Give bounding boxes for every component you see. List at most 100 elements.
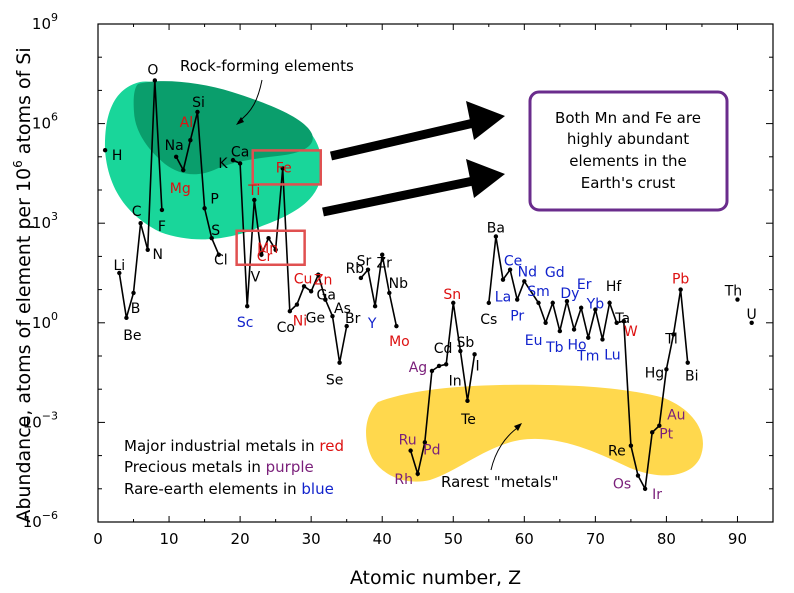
element-label-ta: Ta xyxy=(614,311,630,327)
data-point xyxy=(536,300,541,306)
element-label-zn: Zn xyxy=(314,272,332,288)
data-point xyxy=(316,272,321,277)
data-point xyxy=(607,300,612,306)
data-point xyxy=(337,360,342,365)
element-label-ni: Ni xyxy=(293,314,307,330)
element-label-ca: Ca xyxy=(231,144,249,160)
data-point xyxy=(173,154,179,159)
legend-precious-word: purple xyxy=(266,458,314,476)
data-point xyxy=(266,235,271,241)
element-label-ga: Ga xyxy=(317,288,336,304)
element-label-ru: Ru xyxy=(399,433,417,449)
element-label-tl: Tl xyxy=(664,331,677,347)
data-point xyxy=(443,362,449,367)
x-tick-label: 80 xyxy=(657,530,676,548)
element-label-au: Au xyxy=(667,408,685,424)
data-point xyxy=(323,297,328,302)
data-point xyxy=(543,320,548,325)
data-point xyxy=(117,270,122,276)
element-label-hf: Hf xyxy=(606,279,623,295)
x-tick-label: 40 xyxy=(373,530,392,548)
x-tick-label: 70 xyxy=(586,530,605,548)
data-point xyxy=(472,352,477,357)
data-point xyxy=(230,157,236,163)
element-label-zr: Zr xyxy=(377,256,393,272)
data-point xyxy=(500,277,506,282)
data-point xyxy=(429,368,435,374)
data-point xyxy=(571,327,577,332)
y-axis-title: Abundance, atoms of element per 106 atom… xyxy=(11,47,35,522)
mn-highlight-box xyxy=(235,229,306,267)
rarest-metals-pointer-head xyxy=(514,423,522,431)
legend-line-rare-earth: Rare-earth elements in blue xyxy=(124,480,334,498)
x-tick-label: 60 xyxy=(515,530,534,548)
element-label-ce: Ce xyxy=(504,254,522,270)
element-label-hg: Hg xyxy=(645,365,664,381)
element-label-mn: Mn xyxy=(257,241,278,257)
data-point xyxy=(102,147,108,153)
element-label-sn: Sn xyxy=(443,287,461,303)
x-tick-label: 30 xyxy=(302,530,321,548)
data-point xyxy=(664,367,669,372)
data-point xyxy=(415,471,420,477)
legend-rare-earth-word: blue xyxy=(301,480,333,498)
element-label-bi: Bi xyxy=(685,369,699,385)
element-label-na: Na xyxy=(165,138,184,154)
data-point xyxy=(237,161,243,166)
data-point xyxy=(280,166,285,171)
data-point xyxy=(451,300,456,306)
data-point xyxy=(259,252,264,257)
data-point xyxy=(124,315,129,321)
element-label-pr: Pr xyxy=(510,309,524,325)
data-point xyxy=(408,448,413,453)
data-point xyxy=(145,247,150,252)
element-label-h: H xyxy=(112,148,123,164)
x-tick-label: 20 xyxy=(231,530,250,548)
callout-arrows xyxy=(322,101,505,217)
element-label-se: Se xyxy=(326,373,344,389)
data-point xyxy=(735,297,740,302)
data-point xyxy=(493,234,499,239)
element-label-pt: Pt xyxy=(659,426,673,442)
data-point xyxy=(578,305,584,311)
arrow-to-callout-upper xyxy=(329,117,480,161)
data-point xyxy=(216,252,221,257)
y-tick-label: 100 xyxy=(32,310,58,332)
y-tick-label: 109 xyxy=(32,11,58,33)
element-label-f: F xyxy=(158,219,166,235)
data-point xyxy=(486,300,491,306)
element-label-os: Os xyxy=(613,477,631,493)
data-point xyxy=(671,332,676,337)
element-label-li: Li xyxy=(113,258,125,274)
data-point xyxy=(294,302,300,307)
series-line xyxy=(488,236,689,492)
element-label-ge: Ge xyxy=(306,311,325,327)
x-tick-label: 90 xyxy=(728,530,747,548)
element-label-pb: Pb xyxy=(672,272,689,288)
element-label-nb: Nb xyxy=(389,276,408,292)
data-point xyxy=(209,235,214,241)
data-point xyxy=(188,138,193,143)
element-label-ag: Ag xyxy=(409,360,427,376)
element-label-cu: Cu xyxy=(294,271,313,287)
y-axis-title-sup: 6 xyxy=(11,160,25,168)
data-point xyxy=(252,197,257,203)
callout-line-2: highly abundant xyxy=(567,130,689,148)
axis-ticks xyxy=(97,23,773,523)
y-axis-title-tail: atoms of Si xyxy=(13,47,35,160)
element-label-rb: Rb xyxy=(346,261,365,277)
data-point xyxy=(593,307,598,312)
arrow-head-lower xyxy=(466,159,505,198)
data-point xyxy=(308,289,314,294)
callout-line-3: elements in the xyxy=(569,152,687,170)
regions-layer xyxy=(104,81,703,482)
axis-tick-labels: 0 10 20 30 40 50 60 70 80 90 109 106 103 100 10−3 10−6 xyxy=(23,11,747,548)
element-label-gd: Gd xyxy=(545,265,565,281)
series-line xyxy=(324,299,348,363)
data-point xyxy=(685,360,690,365)
data-point xyxy=(422,440,428,445)
data-point xyxy=(344,323,349,329)
element-label-er: Er xyxy=(577,277,592,293)
element-label-eu: Eu xyxy=(525,333,543,349)
